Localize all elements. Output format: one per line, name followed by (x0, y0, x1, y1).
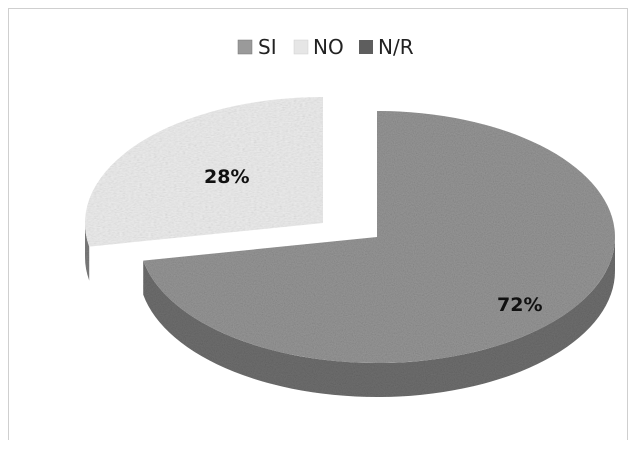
pie-side-no (85, 223, 90, 281)
data-label-si: 72% (497, 294, 542, 316)
legend-swatch-no (293, 39, 309, 55)
data-label-no: 28% (204, 166, 249, 188)
pie-slice-no (84, 97, 323, 247)
legend-label-nr: N/R (378, 35, 414, 59)
pie-slice-si (143, 111, 615, 363)
legend-label-si: SI (258, 35, 277, 59)
pie-side-si (143, 237, 615, 398)
legend-swatch-nr (359, 40, 373, 54)
pie-slices (84, 97, 615, 398)
legend-label-no: NO (313, 35, 344, 59)
chart-legend: SI NO N/R (237, 35, 414, 59)
legend-swatch-si (237, 39, 253, 55)
